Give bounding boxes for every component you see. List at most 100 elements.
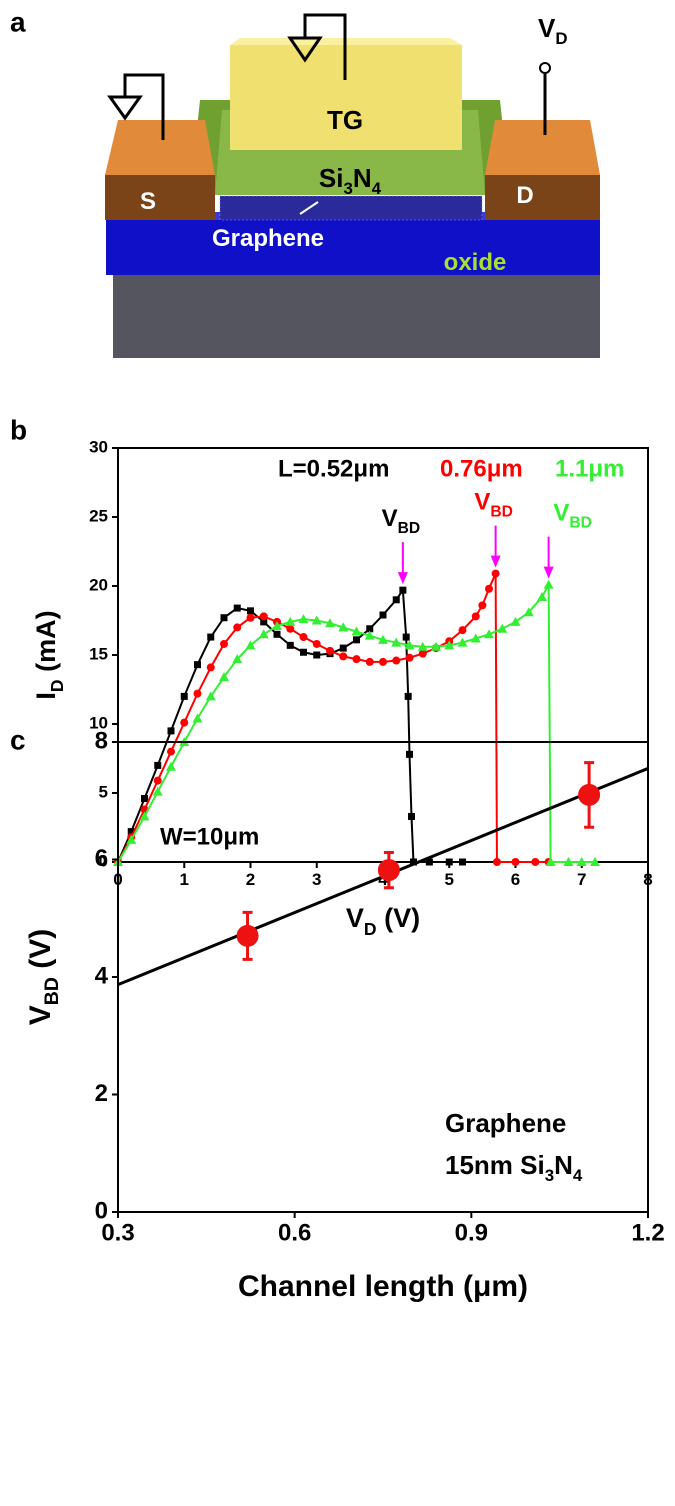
breakdown-label: VBD <box>553 500 592 531</box>
series-line <box>117 573 549 863</box>
marker <box>531 858 540 866</box>
marker <box>141 795 148 803</box>
text-part: I <box>31 692 61 700</box>
text-part: TG <box>327 105 363 135</box>
marker <box>313 651 321 659</box>
marker <box>406 750 413 758</box>
marker <box>260 618 268 626</box>
top-gate <box>230 45 462 150</box>
marker <box>470 633 481 643</box>
marker <box>431 641 441 651</box>
source-top <box>105 120 215 175</box>
marker <box>247 607 254 615</box>
x-tick-label: 1 <box>180 870 189 889</box>
text-part: V <box>346 903 364 933</box>
x-tick-label: 5 <box>445 870 454 889</box>
ground-symbols <box>107 13 551 140</box>
oxide-label: oxide <box>444 249 507 276</box>
marker <box>273 630 281 638</box>
marker <box>166 761 176 771</box>
marker <box>220 639 228 648</box>
marker <box>590 857 600 866</box>
marker <box>153 776 162 785</box>
drain-top <box>485 120 600 175</box>
marker <box>180 718 189 727</box>
marker <box>233 604 241 612</box>
marker <box>220 614 228 622</box>
marker <box>364 630 375 640</box>
marker <box>510 616 521 626</box>
marker <box>167 727 175 735</box>
panel-letter: b <box>10 414 27 445</box>
marker <box>246 613 255 622</box>
marker <box>478 601 487 610</box>
marker <box>286 624 295 633</box>
marker <box>417 641 428 651</box>
y-tick-label: 0 <box>95 1197 108 1224</box>
y-axis-label: ID (mA) <box>31 610 67 699</box>
panel-letter: c <box>10 724 26 755</box>
marker <box>351 626 362 636</box>
marker <box>311 615 322 625</box>
text-part: 15nm Si <box>445 1150 545 1180</box>
marker <box>339 652 348 661</box>
annotation: 15nm Si3N4 <box>445 1150 583 1185</box>
marker <box>127 828 135 836</box>
marker <box>523 607 534 617</box>
text-part: D <box>516 182 533 209</box>
text-part: N <box>353 163 372 193</box>
marker <box>545 857 556 866</box>
marker <box>578 783 601 806</box>
text-part: V <box>553 500 569 527</box>
marker <box>366 625 374 633</box>
annotation: Graphene <box>445 1108 566 1138</box>
marker <box>286 641 294 649</box>
marker <box>312 639 321 648</box>
marker <box>576 857 587 866</box>
x-tick-label: 3 <box>312 870 321 889</box>
marker <box>245 640 256 650</box>
marker <box>444 640 455 650</box>
marker <box>379 657 387 666</box>
breakdown-arrowhead <box>397 572 408 585</box>
panel-letter: a <box>10 6 26 37</box>
marker <box>425 858 433 866</box>
tg-label: TG <box>327 105 363 135</box>
device-diagram: VD TG Si3N4 S D Graphene oxide <box>105 13 600 358</box>
marker <box>392 656 401 665</box>
marker <box>404 640 415 650</box>
marker <box>126 834 137 844</box>
subscript: 3 <box>545 1166 554 1185</box>
marker <box>232 654 243 664</box>
marker <box>285 616 296 626</box>
marker <box>457 637 468 647</box>
y-axis-label: VBD (V) <box>24 929 63 1026</box>
marker <box>167 747 175 756</box>
marker <box>511 858 520 866</box>
y-tick-label: 30 <box>89 437 108 456</box>
marker <box>180 692 188 700</box>
y-tick-label: 0 <box>99 851 108 870</box>
source-contact <box>105 175 215 220</box>
length-label: 0.76μm <box>440 455 523 482</box>
x-tick-label: 7 <box>577 870 586 889</box>
marker <box>139 811 150 821</box>
marker <box>326 646 334 655</box>
y-tick-label: 8 <box>95 727 108 754</box>
marker <box>258 629 269 639</box>
marker <box>259 612 268 621</box>
marker <box>236 924 259 947</box>
marker <box>492 858 501 866</box>
text-part: (V) <box>377 903 421 933</box>
marker <box>543 579 554 589</box>
text-part: Si <box>319 163 344 193</box>
marker <box>392 596 400 604</box>
text-part: Graphene <box>445 1108 566 1138</box>
marker <box>407 812 415 820</box>
plot-frame <box>117 741 649 1213</box>
subscript: 3 <box>343 179 352 198</box>
source-label: S <box>140 188 156 215</box>
marker <box>391 637 402 647</box>
marker <box>484 629 494 639</box>
text-part: (mA) <box>31 610 61 679</box>
